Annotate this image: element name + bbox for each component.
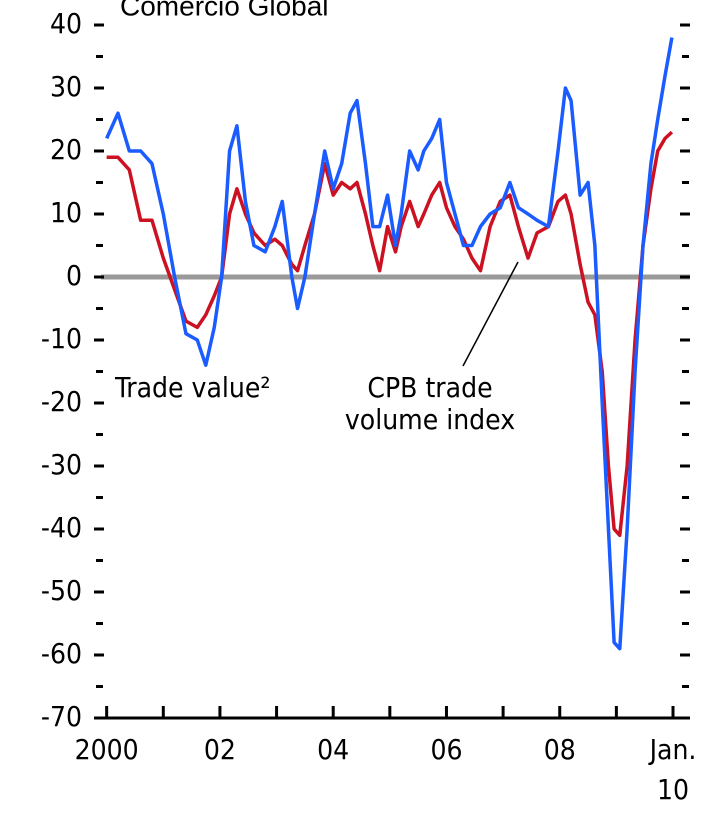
y-tick-label: 20 xyxy=(50,133,82,166)
x-tick-label: 06 xyxy=(430,733,463,766)
x-tick-label: 08 xyxy=(543,733,576,766)
y-tick-label: 10 xyxy=(50,196,82,229)
y-tick-label: -50 xyxy=(41,574,82,607)
annotation: CPB trade volume index xyxy=(344,371,516,436)
y-tick-label: -20 xyxy=(41,385,82,418)
y-tick-label: -10 xyxy=(41,322,82,355)
x-tick-label: 2000 xyxy=(74,733,139,766)
x-tick-label: 04 xyxy=(317,733,350,766)
leader-line xyxy=(462,261,519,367)
series-line xyxy=(105,37,674,651)
series-line xyxy=(106,130,674,538)
x-tick-label: 02 xyxy=(203,733,236,766)
y-tick-label: 40 xyxy=(50,7,82,40)
y-tick-label: -40 xyxy=(41,511,82,544)
y-tick-label: -70 xyxy=(41,700,82,733)
annotation: Trade value² xyxy=(115,371,271,404)
x-tick-label: Jan. 10 xyxy=(649,733,697,806)
y-tick-label: 30 xyxy=(50,70,82,103)
y-tick-label: -60 xyxy=(41,637,82,670)
chart-title: Comercio Global xyxy=(120,0,329,21)
y-tick-label: 0 xyxy=(66,259,82,292)
y-tick-label: -30 xyxy=(41,448,82,481)
